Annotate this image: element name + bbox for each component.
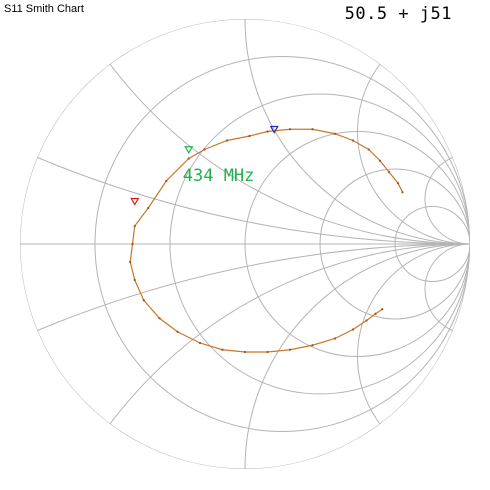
- trace-point: [367, 148, 370, 151]
- resistance-circle-0_5: [169, 93, 470, 395]
- reactance-arc-neg-1: [244, 243, 470, 469]
- reactance-arc-neg-5: [424, 243, 470, 335]
- trace-point: [288, 348, 292, 351]
- trace-point: [396, 182, 400, 185]
- reactance-arc-pos-0_2: [20, 19, 470, 245]
- trace-point: [374, 312, 377, 315]
- marker-frequency-label: 434 MHz: [183, 166, 255, 186]
- marker-3-icon[interactable]: [269, 125, 279, 134]
- trace-point: [248, 134, 251, 138]
- trace-line: [129, 128, 404, 353]
- trace-point: [142, 299, 145, 302]
- trace-point: [187, 157, 190, 160]
- trace-point: [378, 159, 382, 162]
- trace-point: [311, 344, 314, 347]
- impedance-readout: 50.5 + j51: [344, 4, 452, 24]
- reactance-arc-neg-2: [357, 243, 470, 469]
- trace-point: [147, 206, 150, 210]
- reactance-arc-neg-0_5: [20, 243, 470, 469]
- trace-point: [365, 319, 368, 322]
- trace-point: [221, 348, 224, 351]
- trace-point: [266, 130, 269, 133]
- markers: [130, 125, 279, 206]
- trace-point: [333, 337, 337, 340]
- trace-point: [401, 191, 404, 194]
- trace-point: [176, 330, 179, 333]
- trace-point: [243, 350, 247, 354]
- trace-point: [333, 132, 337, 135]
- trace-point: [225, 139, 229, 142]
- trace-point: [133, 224, 136, 228]
- trace-point: [133, 278, 136, 282]
- resistance-circle-5: [394, 206, 470, 282]
- trace-point: [266, 350, 269, 354]
- trace-point: [351, 139, 355, 142]
- marker-1-icon[interactable]: [184, 146, 194, 154]
- reactance-arc-pos-1: [244, 19, 470, 245]
- trace-point: [203, 148, 206, 151]
- trace-point: [131, 242, 134, 246]
- trace-point: [165, 179, 168, 183]
- reactance-arc-pos-5: [424, 153, 470, 245]
- trace-point: [198, 341, 202, 345]
- trace-point: [387, 170, 391, 174]
- trace-point: [381, 308, 384, 311]
- trace-point: [158, 317, 161, 320]
- s11-trace: [129, 128, 404, 354]
- trace-point: [129, 260, 132, 264]
- reactance-arc-pos-2: [357, 19, 470, 245]
- chart-title: S11 Smith Chart: [4, 3, 84, 15]
- resistance-circle-2: [319, 168, 470, 320]
- reactance-arc-neg-0_2: [20, 243, 470, 469]
- resistance-circle-0_2: [94, 56, 470, 432]
- marker-2-icon[interactable]: [130, 197, 140, 206]
- trace-point: [288, 128, 292, 131]
- trace-point: [351, 328, 355, 331]
- trace-point: [311, 128, 314, 131]
- reactance-arc-pos-0_5: [20, 19, 470, 245]
